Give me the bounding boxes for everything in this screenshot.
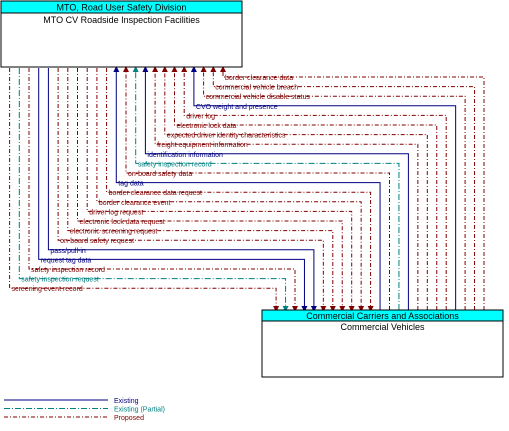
flow-label: safety inspection record <box>31 267 105 274</box>
bottom-entity-header: Commercial Carriers and Associations <box>306 311 459 321</box>
bottom-entity-box[interactable]: Commercial Carriers and Associations Com… <box>261 309 504 378</box>
flow-1[interactable]: commercial vehicle breach <box>210 66 476 310</box>
flow-line <box>152 66 419 310</box>
bottom-entity-title: Commercial Vehicles <box>340 322 425 332</box>
flow-label: border clearance event <box>99 200 171 207</box>
flow-line <box>96 68 365 312</box>
flow-line <box>161 66 428 310</box>
flow-20[interactable]: safety inspection record <box>28 68 298 312</box>
flow-line <box>142 66 409 310</box>
flow-19[interactable]: request tag data <box>38 68 308 312</box>
legend-label-existing_partial: Existing (Partial) <box>114 407 165 414</box>
flow-label: on-board safety data <box>128 171 192 178</box>
flow-line <box>38 68 308 312</box>
flow-line <box>57 68 327 312</box>
legend-label-existing: Existing <box>114 398 139 405</box>
flow-14[interactable]: driver log request <box>86 68 355 312</box>
flow-label: electronic lock data <box>177 123 237 130</box>
top-entity-box[interactable]: MTO, Road User Safety Division MTO CV Ro… <box>0 0 243 68</box>
legend-label-proposed: Proposed <box>114 415 144 422</box>
flow-label: screening event record <box>12 286 83 293</box>
flow-label: commercial vehicle breach <box>215 85 298 92</box>
flow-2[interactable]: commercial vehicle disable status <box>200 66 466 310</box>
flow-0[interactable]: border clearance data <box>220 66 485 310</box>
flow-label: driver log request <box>89 209 143 216</box>
flow-label: electronic screening request <box>70 229 158 236</box>
flow-label: identification information <box>147 152 223 159</box>
flow-18[interactable]: pass/pull-in <box>47 68 317 312</box>
flow-line <box>77 68 346 312</box>
flow-8[interactable]: identification information <box>142 66 409 310</box>
flow-line <box>18 68 289 312</box>
flow-label: safety inspection record <box>138 161 212 168</box>
flow-line <box>181 66 447 310</box>
flow-line <box>86 68 355 312</box>
bottom-entity-body <box>261 320 504 378</box>
flow-label: tag data <box>118 181 143 188</box>
flow-22[interactable]: screening event record <box>9 68 280 312</box>
flow-line <box>171 66 438 310</box>
flow-label: electronic lock data request <box>80 219 165 226</box>
flow-label: on-board safety request <box>60 238 134 245</box>
flow-line <box>132 66 400 310</box>
flow-line <box>220 66 485 310</box>
flow-4[interactable]: driver log <box>181 66 447 310</box>
flow-line <box>67 68 336 312</box>
flow-9[interactable]: safety inspection record <box>132 66 400 310</box>
flow-line <box>190 66 457 310</box>
flow-line <box>47 68 317 312</box>
flow-15[interactable]: electronic lock data request <box>77 68 346 312</box>
legend: Existing Existing (Partial)Proposed <box>4 398 165 422</box>
flow-label: expected driver identity characteristics <box>167 133 286 140</box>
top-entity-body <box>0 12 243 68</box>
flow-label: commercial vehicle disable status <box>206 94 311 101</box>
flow-line <box>123 66 390 310</box>
flow-label: driver log <box>186 113 215 120</box>
flow-line <box>200 66 466 310</box>
flow-6[interactable]: expected driver identity characteristics <box>161 66 428 310</box>
flow-5[interactable]: electronic lock data <box>171 66 438 310</box>
flow-11[interactable]: tag data <box>113 66 381 310</box>
top-entity-header: MTO, Road User Safety Division <box>57 3 187 13</box>
flow-17[interactable]: on-board safety request <box>57 68 327 312</box>
flow-10[interactable]: on-board safety data <box>123 66 390 310</box>
flow-7[interactable]: freight equipment information <box>152 66 419 310</box>
flow-label: request tag data <box>41 257 92 264</box>
flow-21[interactable]: safety inspection request <box>18 68 289 312</box>
flow-line <box>210 66 476 310</box>
flow-label: safety inspection request <box>21 277 98 284</box>
flow-label: freight equipment information <box>157 142 248 149</box>
flow-line <box>9 68 280 312</box>
flow-line <box>113 66 381 310</box>
flow-line <box>28 68 298 312</box>
flows-layer: border clearance data commercial vehicle … <box>9 66 485 312</box>
flow-13[interactable]: border clearance event <box>96 68 365 312</box>
flow-label: border clearance data <box>225 75 293 82</box>
flow-label: pass/pull-in <box>50 248 86 255</box>
flow-label: CVO weight and presence <box>196 104 278 111</box>
flow-16[interactable]: electronic screening request <box>67 68 336 312</box>
flow-12[interactable]: border clearance data request <box>106 68 374 312</box>
flow-label: border clearance data request <box>109 190 202 197</box>
flow-3[interactable]: CVO weight and presence <box>190 66 457 310</box>
top-entity-title: MTO CV Roadside Inspection Facilities <box>43 15 200 25</box>
